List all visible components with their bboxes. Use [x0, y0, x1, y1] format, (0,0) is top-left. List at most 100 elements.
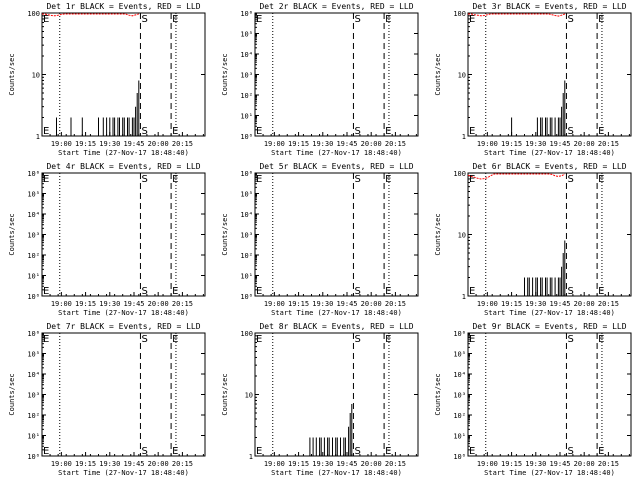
x-tick-label: 20:00: [361, 300, 382, 308]
series-events: [56, 80, 140, 136]
marker-label-top: E: [385, 174, 391, 185]
chart-title: Det 9r BLACK = Events, RED = LLD: [472, 322, 626, 331]
panel-det-9: Det 9r BLACK = Events, RED = LLD 10⁰ 10¹ 10…: [434, 322, 632, 477]
x-tick-label: 19:45: [549, 140, 570, 148]
plot-frame: [254, 332, 419, 457]
marker-label-top: E: [469, 334, 475, 345]
marker-label-bottom: S: [567, 126, 573, 137]
y-axis-label: Counts/sec: [221, 373, 229, 415]
y-tick-label: 100: [453, 10, 466, 18]
y-tick-label: 10: [458, 72, 466, 80]
x-tick-label: 19:15: [288, 300, 309, 308]
y-tick-label: 10⁶: [27, 330, 40, 338]
chart-title: Det 3r BLACK = Events, RED = LLD: [472, 2, 626, 11]
marker-label-bottom: E: [172, 446, 178, 457]
marker-label-bottom: S: [567, 446, 573, 457]
y-axis-label: Counts/sec: [434, 53, 442, 95]
y-tick-label: 1: [249, 453, 253, 461]
y-tick-label: 10⁵: [27, 191, 40, 199]
x-tick-label: 20:15: [598, 460, 619, 468]
x-tick-label: 20:00: [361, 460, 382, 468]
marker-label-top: S: [354, 334, 360, 345]
marker-label-top: E: [598, 14, 604, 25]
y-tick-label: 10²: [27, 252, 40, 260]
panel-det-4: Det 4r BLACK = Events, RED = LLD 10⁰ 10¹ 10…: [8, 162, 206, 317]
marker-label-bottom: E: [43, 286, 49, 297]
y-tick-label: 10³: [27, 392, 40, 400]
chart-title: Det 2r BLACK = Events, RED = LLD: [259, 2, 413, 11]
marker-label-top: E: [172, 174, 178, 185]
series-lld: [468, 13, 565, 17]
x-tick-label: 19:30: [525, 300, 546, 308]
y-tick-label: 10⁵: [240, 191, 253, 199]
x-tick-label: 19:00: [51, 140, 72, 148]
marker-label-top: E: [172, 334, 178, 345]
chart-title: Det 1r BLACK = Events, RED = LLD: [46, 2, 200, 11]
marker-label-top: E: [43, 14, 49, 25]
x-tick-label: 19:00: [477, 460, 498, 468]
x-axis-label: Start Time (27-Nov-17 18:48:40): [58, 469, 189, 477]
marker-label-bottom: E: [385, 126, 391, 137]
y-axis-label: Counts/sec: [8, 373, 16, 415]
marker-label-bottom: S: [354, 446, 360, 457]
panel-det-2: Det 2r BLACK = Events, RED = LLD 10⁰ 10¹ 10…: [221, 2, 419, 157]
series-events: [524, 240, 566, 296]
marker-label-bottom: S: [354, 286, 360, 297]
y-tick-label: 10²: [240, 92, 253, 100]
marker-label-bottom: S: [141, 126, 147, 137]
marker-label-top: E: [43, 174, 49, 185]
y-tick-label: 10⁰: [27, 453, 40, 461]
x-tick-label: 20:15: [172, 140, 193, 148]
chart-title: Det 4r BLACK = Events, RED = LLD: [46, 162, 200, 171]
y-axis-label: Counts/sec: [221, 53, 229, 95]
x-tick-label: 19:45: [336, 140, 357, 148]
marker-label-top: S: [567, 174, 573, 185]
series-lld: [467, 173, 566, 180]
marker-label-top: E: [256, 14, 262, 25]
y-axis-label: Counts/sec: [434, 373, 442, 415]
panel-det-6: Det 6r BLACK = Events, RED = LLD 1 10 100 19…: [434, 162, 632, 317]
y-axis-label: Counts/sec: [221, 213, 229, 255]
y-tick-label: 100: [27, 10, 40, 18]
x-tick-label: 19:00: [264, 460, 285, 468]
x-tick-label: 19:00: [264, 140, 285, 148]
x-axis-label: Start Time (27-Nov-17 18:48:40): [484, 309, 615, 317]
marker-label-top: E: [469, 14, 475, 25]
marker-label-top: E: [385, 334, 391, 345]
y-tick-label: 10⁰: [453, 453, 466, 461]
marker-label-top: S: [141, 14, 147, 25]
x-tick-label: 19:45: [336, 300, 357, 308]
y-tick-label: 10: [458, 232, 466, 240]
plot-frame: [467, 172, 632, 297]
x-tick-label: 20:15: [172, 460, 193, 468]
y-tick-label: 1: [462, 293, 466, 301]
marker-label-top: S: [567, 14, 573, 25]
x-tick-label: 20:15: [172, 300, 193, 308]
y-tick-label: 10⁵: [453, 351, 466, 359]
y-tick-label: 1: [36, 133, 40, 141]
x-tick-label: 19:00: [477, 300, 498, 308]
y-tick-label: 10⁵: [27, 351, 40, 359]
y-tick-label: 10¹: [27, 273, 40, 281]
y-tick-label: 10⁴: [240, 211, 253, 219]
x-axis-label: Start Time (27-Nov-17 18:48:40): [271, 309, 402, 317]
x-tick-label: 20:15: [385, 140, 406, 148]
x-tick-label: 19:45: [123, 300, 144, 308]
plot-frame: [41, 332, 206, 457]
y-tick-label: 10: [32, 72, 40, 80]
y-axis-label: Counts/sec: [8, 53, 16, 95]
series-events: [309, 404, 353, 456]
x-tick-label: 20:00: [574, 300, 595, 308]
y-tick-label: 10¹: [453, 433, 466, 441]
marker-label-top: E: [598, 174, 604, 185]
panel-det-5: Det 5r BLACK = Events, RED = LLD 10⁰ 10¹ 10…: [221, 162, 419, 317]
y-axis-label: Counts/sec: [8, 213, 16, 255]
x-tick-label: 19:45: [123, 460, 144, 468]
y-tick-label: 10³: [27, 232, 40, 240]
marker-label-bottom: E: [469, 126, 475, 137]
x-tick-label: 19:15: [75, 460, 96, 468]
y-tick-label: 10³: [453, 392, 466, 400]
x-tick-label: 20:15: [598, 300, 619, 308]
y-tick-label: 10⁵: [240, 31, 253, 39]
